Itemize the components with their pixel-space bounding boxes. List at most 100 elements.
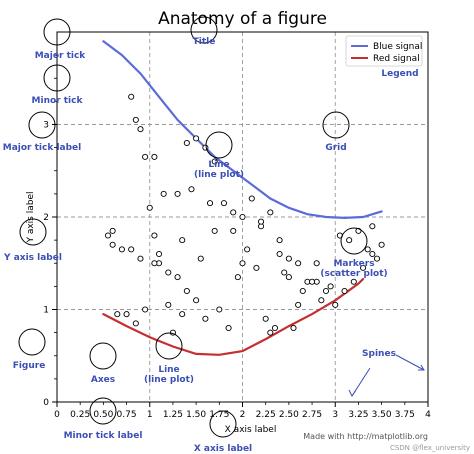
annotation-label: Spines [362, 349, 396, 359]
annotation-label: (scatter plot) [320, 269, 387, 279]
scatter-marker [262, 315, 269, 322]
scatter-marker [146, 204, 153, 211]
scatter-marker [114, 311, 121, 318]
scatter-marker [369, 223, 376, 230]
annotation-label: Figure [13, 361, 46, 371]
annotation-label: Y axis label [3, 253, 62, 263]
scatter-marker [132, 116, 139, 123]
x-minor-tick-label: 1.75 [209, 410, 229, 420]
annotation-label: Major tick label [3, 143, 82, 153]
scatter-marker [346, 237, 353, 244]
scatter-marker [174, 190, 181, 197]
scatter-marker [197, 255, 204, 262]
x-major-tick-label: 3 [332, 410, 338, 420]
scatter-marker [239, 260, 246, 267]
scatter-marker [109, 241, 116, 248]
scatter-marker [206, 200, 214, 207]
scatter-marker [299, 287, 306, 295]
scatter-marker [248, 195, 255, 202]
scatter-marker [350, 278, 357, 285]
scatter-marker [202, 315, 209, 322]
scatter-marker [109, 227, 116, 234]
legend-entry: Red signal [373, 54, 420, 64]
scatter-marker [193, 135, 200, 142]
scatter-marker [281, 269, 288, 276]
annotation-circle [209, 410, 237, 438]
x-minor-tick-label: 3.50 [372, 410, 392, 420]
annotation-label: Title [193, 37, 216, 47]
annotation-circle [18, 328, 46, 356]
annotation-label: Minor tick [32, 96, 84, 106]
y-axis-label: Y axis label [26, 191, 36, 243]
scatter-marker [253, 264, 260, 271]
annotation-label: Line [158, 365, 179, 375]
scatter-marker [220, 200, 227, 207]
annotation-label: Line [208, 160, 229, 170]
scatter-marker [290, 324, 297, 332]
x-minor-tick-label: 1.50 [186, 410, 206, 420]
scatter-marker [360, 264, 367, 271]
scatter-marker [285, 274, 292, 281]
scatter-marker [183, 139, 190, 147]
x-major-tick-label: 2 [240, 410, 246, 420]
scatter-marker [179, 311, 186, 318]
annotation-label: X axis label [194, 444, 252, 454]
spines-arrowhead [348, 389, 357, 397]
scatter-marker [188, 186, 195, 193]
scatter-marker [104, 232, 112, 239]
scatter-marker [295, 301, 302, 308]
legend-entry: Blue signal [373, 42, 422, 52]
annotation-circle [19, 218, 47, 246]
scatter-marker [128, 93, 135, 100]
chart-title: Anatomy of a figure [158, 9, 327, 29]
credit-text: Made with http://matplotlib.org [303, 432, 428, 441]
scatter-marker [165, 301, 172, 308]
scatter-marker [179, 237, 186, 244]
annotation-label: Legend [381, 69, 418, 79]
scatter-marker [142, 306, 149, 313]
series-line-red [102, 277, 365, 356]
scatter-marker [137, 255, 144, 262]
annotation-circle [89, 397, 117, 425]
annotation-layer: Major tick Minor tick Major tick label Grid… [3, 16, 470, 454]
annotation-circle [89, 342, 117, 370]
y-major-tick-label: 1 [43, 306, 49, 316]
scatter-marker [234, 274, 241, 281]
watermark-text: CSDN @flex_university [390, 444, 470, 452]
scatter-marker [128, 246, 135, 253]
annotation-label: Minor tick label [64, 431, 143, 441]
scatter-marker [211, 227, 218, 234]
x-minor-tick-label: 0.25 [70, 410, 90, 420]
annotation-label: Markers [333, 259, 374, 269]
x-major-tick-label: 4 [425, 410, 431, 420]
x-minor-tick-label: 2.75 [302, 410, 322, 420]
scatter-marker [267, 209, 274, 216]
scatter-marker [132, 320, 139, 327]
scatter-marker [193, 297, 200, 304]
scatter-marker [230, 209, 237, 216]
x-major-tick-label: 0 [54, 410, 60, 420]
annotation-circle [205, 131, 233, 159]
plot-layer: 0 1 2 3 4 0.25 0.50 0.75 1.25 1.50 1.75 2.25 2.50 2.7… [26, 9, 431, 435]
spines-arrowhead [418, 364, 425, 371]
scatter-marker [244, 246, 251, 253]
x-minor-tick-label: 3.75 [395, 410, 415, 420]
scatter-marker [313, 260, 320, 267]
scatter-marker [327, 283, 334, 290]
spines-arrow [395, 354, 425, 371]
scatter-marker [309, 278, 316, 285]
y-major-tick-label: 2 [43, 213, 49, 223]
scatter-marker [364, 246, 371, 253]
scatter-marker [230, 227, 237, 234]
annotation-circle [190, 16, 218, 44]
scatter-marker [225, 324, 232, 332]
annotation-label: Axes [91, 375, 115, 385]
scatter-marker [137, 126, 144, 133]
x-minor-tick-label: 2.25 [256, 410, 276, 420]
annotation-circle [340, 227, 368, 255]
x-minor-tick-label: 0.50 [93, 410, 113, 420]
scatter-marker [165, 269, 172, 276]
